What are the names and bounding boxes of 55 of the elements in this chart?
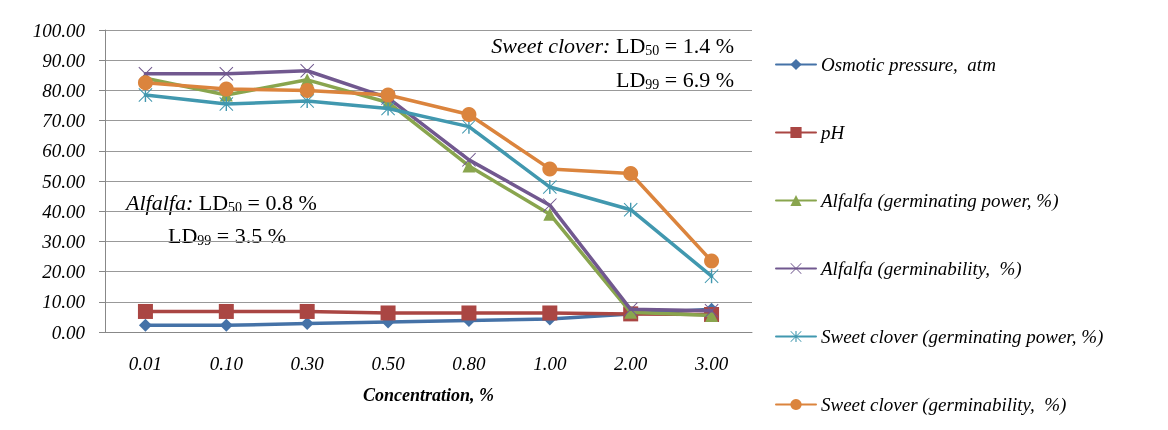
point <box>542 305 558 321</box>
point <box>137 75 153 91</box>
point <box>623 202 638 217</box>
y-tick-label: 100.00 <box>32 19 86 41</box>
point <box>542 198 557 213</box>
annotation: Sweet clover: LD50 = 1.4 % <box>491 32 734 58</box>
point <box>461 119 476 134</box>
point <box>461 107 477 123</box>
legend-label: Osmotic pressure, atm <box>821 54 996 75</box>
point <box>137 303 153 319</box>
point <box>300 63 315 78</box>
y-tick-label: 80.00 <box>42 79 86 101</box>
legend-label: Sweet clover (germinability, %) <box>821 394 1067 416</box>
y-tick-label: 90.00 <box>42 49 86 71</box>
annotation: LD99 = 6.9 % <box>615 66 734 92</box>
x-axis-title: Concentration, % <box>362 385 495 405</box>
point <box>300 317 314 331</box>
point <box>218 303 234 319</box>
point <box>138 318 152 332</box>
x-tick-label: 0.01 <box>128 353 163 374</box>
legend-label: pH <box>819 122 846 143</box>
point <box>299 82 315 98</box>
point <box>704 253 720 269</box>
x-tick-label: 1.00 <box>533 353 567 374</box>
x-tick-label: 0.80 <box>452 353 487 374</box>
legend-label: Alfalfa (germinability, %) <box>819 258 1022 280</box>
x-tick-label: 0.30 <box>290 353 325 374</box>
point <box>219 96 234 111</box>
y-tick-label: 70.00 <box>42 110 86 132</box>
y-tick-label: 30.00 <box>41 230 86 252</box>
y-tick-label: 60.00 <box>42 140 86 162</box>
y-tick-label: 40.00 <box>42 200 86 222</box>
point <box>219 318 233 332</box>
point <box>461 305 477 321</box>
y-tick-label: 50.00 <box>42 170 86 192</box>
point <box>381 101 396 116</box>
point <box>542 180 557 195</box>
x-tick-label: 3.00 <box>693 353 729 374</box>
point <box>704 269 719 284</box>
point <box>380 305 396 321</box>
point <box>138 87 153 102</box>
point <box>542 161 558 177</box>
legend-label: Sweet clover (germinating power, %) <box>821 326 1104 348</box>
point <box>218 81 234 97</box>
y-tick-label: 0.00 <box>51 321 86 343</box>
legend-label: Alfalfa (germinating power, %) <box>819 190 1059 212</box>
point <box>543 207 557 221</box>
y-tick-label: 10.00 <box>42 291 86 313</box>
y-tick-label: 20.00 <box>42 261 86 283</box>
x-tick-label: 0.10 <box>209 353 244 374</box>
point <box>623 165 639 181</box>
x-tick-label: 0.50 <box>371 353 406 374</box>
point <box>219 66 234 81</box>
x-tick-label: 2.00 <box>614 353 648 374</box>
point <box>299 303 315 319</box>
